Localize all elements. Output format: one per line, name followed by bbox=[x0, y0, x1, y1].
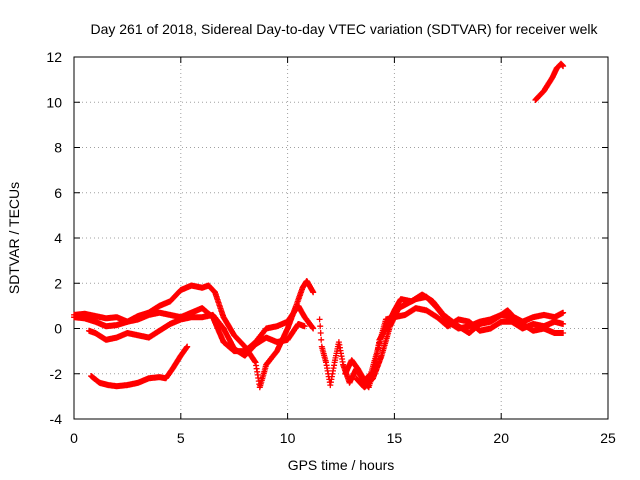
series-marks bbox=[88, 343, 191, 390]
series-track-e bbox=[316, 291, 567, 391]
x-tick-label: 10 bbox=[280, 430, 296, 446]
chart-title: Day 261 of 2018, Sidereal Day-to-day VTE… bbox=[90, 21, 598, 37]
y-tick-label: 8 bbox=[54, 140, 62, 156]
y-tick-labels: -4 -2 0 2 4 6 8 10 12 bbox=[46, 49, 62, 427]
series-layer bbox=[71, 60, 567, 391]
series-marks bbox=[532, 60, 567, 103]
y-tick-label: -4 bbox=[50, 411, 63, 427]
y-tick-label: -2 bbox=[50, 366, 63, 382]
series-marks bbox=[316, 291, 567, 391]
x-tick-label: 5 bbox=[177, 430, 185, 446]
y-tick-label: 12 bbox=[46, 49, 62, 65]
y-tick-label: 0 bbox=[54, 321, 62, 337]
x-tick-label: 20 bbox=[493, 430, 509, 446]
series-track-g bbox=[353, 293, 567, 391]
x-axis-label: GPS time / hours bbox=[288, 457, 395, 473]
y-tick-label: 6 bbox=[54, 185, 62, 201]
gridlines bbox=[74, 57, 608, 419]
y-tick-label: 4 bbox=[54, 230, 62, 246]
series-track-c bbox=[86, 311, 308, 359]
x-tick-labels: 0 5 10 15 20 25 bbox=[70, 430, 616, 446]
series-track-a bbox=[71, 278, 317, 391]
axis-ticks bbox=[73, 56, 609, 420]
y-tick-label: 2 bbox=[54, 275, 62, 291]
y-tick-label: 10 bbox=[46, 94, 62, 110]
x-tick-label: 25 bbox=[600, 430, 616, 446]
x-tick-label: 15 bbox=[387, 430, 403, 446]
series-track-h bbox=[532, 60, 567, 103]
x-tick-label: 0 bbox=[70, 430, 78, 446]
y-axis-label: SDTVAR / TECUs bbox=[6, 182, 22, 294]
series-marks bbox=[353, 293, 567, 391]
series-marks bbox=[71, 278, 317, 391]
series-track-d bbox=[88, 343, 191, 390]
